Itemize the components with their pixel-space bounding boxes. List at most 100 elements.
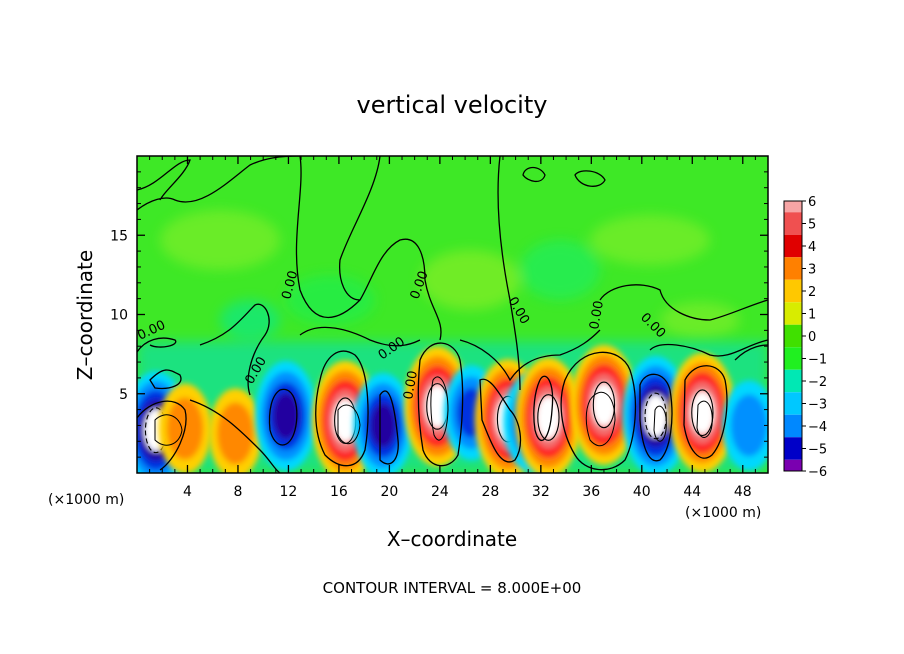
x-tick-label: 8 [233,484,242,500]
colorbar-tick-label: −6 [808,465,827,480]
cell-ring [217,402,254,465]
plot-area [137,156,768,473]
inner-contour [337,404,361,445]
zero-contour [268,388,298,446]
updraft-cell [208,388,263,473]
cell-contour [691,389,714,437]
x-tick-label: 4 [183,484,192,500]
colorbar-swatch [784,212,802,235]
cell-ring [730,394,768,457]
cell-ring [690,391,715,435]
downdraft-cell [722,380,768,471]
contour-label: 0.00 [279,269,301,301]
cell-rings [254,360,317,471]
cell-ring [333,399,358,442]
cell-contour [592,381,616,429]
colorbar: 6 5 4 3 2 1 0 −1 −2 −3 −4 −5 −6 [783,195,827,480]
cell-contour [537,394,560,441]
inner-contour [696,400,713,438]
inner-contour [653,405,667,442]
x-tick-label: 28 [481,484,499,500]
contour-interval-note: CONTOUR INTERVAL = 8.000E+00 [323,579,582,597]
zero-contour [459,329,601,382]
zero-contour [574,170,606,187]
contour-label: 0.00 [587,300,607,331]
x-tick-label: 20 [380,484,398,500]
zero-contour [560,351,637,471]
colorbar-tick-label: 3 [808,263,816,278]
x-tick-label: 44 [683,484,701,500]
colorbar-swatch [784,279,802,303]
zero-contour [683,365,728,459]
contour-label: 0.00 [401,370,421,401]
cell-ring [643,394,668,438]
zero-contour [379,390,399,465]
x-tick-label: 36 [582,484,600,500]
colorbar-swatch [784,302,802,325]
chart-title: vertical velocity [357,91,548,119]
colorbar-tick-label: −1 [808,353,827,368]
zero-contour [315,350,369,467]
inner-contour [430,376,449,441]
colorbar-tick-label: 4 [808,240,816,255]
colorbar-swatch [784,234,802,258]
x-unit-right: (×1000 m) [685,505,761,521]
colorbar-swatch [784,437,802,460]
zero-contour [295,156,442,341]
colorbar-swatch [784,347,802,370]
colorbar-tick-label: −3 [808,398,827,413]
cell-rings [722,380,768,471]
colorbar-tick-label: 2 [808,285,816,300]
x-unit-left: (×1000 m) [48,492,124,508]
colorbar-swatch [784,392,802,415]
x-tick-label: 48 [734,484,752,500]
zero-contour [417,342,464,467]
colorbar-tick-label: −2 [808,375,827,390]
colorbar-swatch [784,324,802,348]
x-tick-label: 16 [330,484,348,500]
cell-ring [536,396,561,439]
cell-ring [370,403,396,448]
zero-contour [639,373,673,462]
x-tick-label: 12 [280,484,298,500]
x-tick-label: 32 [532,484,550,500]
colorbar-tick-label: −4 [808,420,827,435]
zero-contour [149,369,182,390]
colorbar-tick-label: 0 [808,330,816,345]
upper-field [160,210,740,340]
colorbar-swatch [784,414,802,438]
updraft-cell [570,344,638,465]
cell-ring [592,383,616,427]
y-tick-label: 5 [119,387,128,403]
y-tick-label: 10 [110,308,128,324]
cell-rings [208,388,263,473]
x-tick-label: 24 [431,484,449,500]
cell-rings [570,344,638,465]
zero-contour [734,344,768,361]
cell-contour [644,392,667,440]
x-axis-label: X–coordinate [387,527,517,551]
contour-lines [137,156,768,473]
colorbar-swatch [784,201,802,213]
y-tick-label: 15 [110,228,128,244]
x-tick-label: 40 [633,484,651,500]
zero-contour [649,339,768,357]
inner-contour [585,391,616,447]
zero-contour [522,166,546,183]
zero-contour [189,399,281,473]
colorbar-tick-label: 6 [808,195,816,210]
zero-contour [137,400,187,471]
colorbar-tick-label: 5 [808,218,816,233]
colorbar-tick-label: −5 [808,443,827,458]
colorbar-swatch [784,459,802,471]
zero-contour [533,375,554,442]
zero-contour [479,378,522,463]
zero-contour [299,326,421,347]
colorbar-tick-label: 1 [808,308,816,323]
cell-ring [272,392,300,440]
zero-contour [339,156,381,301]
colorbar-swatch [784,369,802,393]
downdraft-cell [254,360,317,471]
inner-contour [154,414,183,446]
